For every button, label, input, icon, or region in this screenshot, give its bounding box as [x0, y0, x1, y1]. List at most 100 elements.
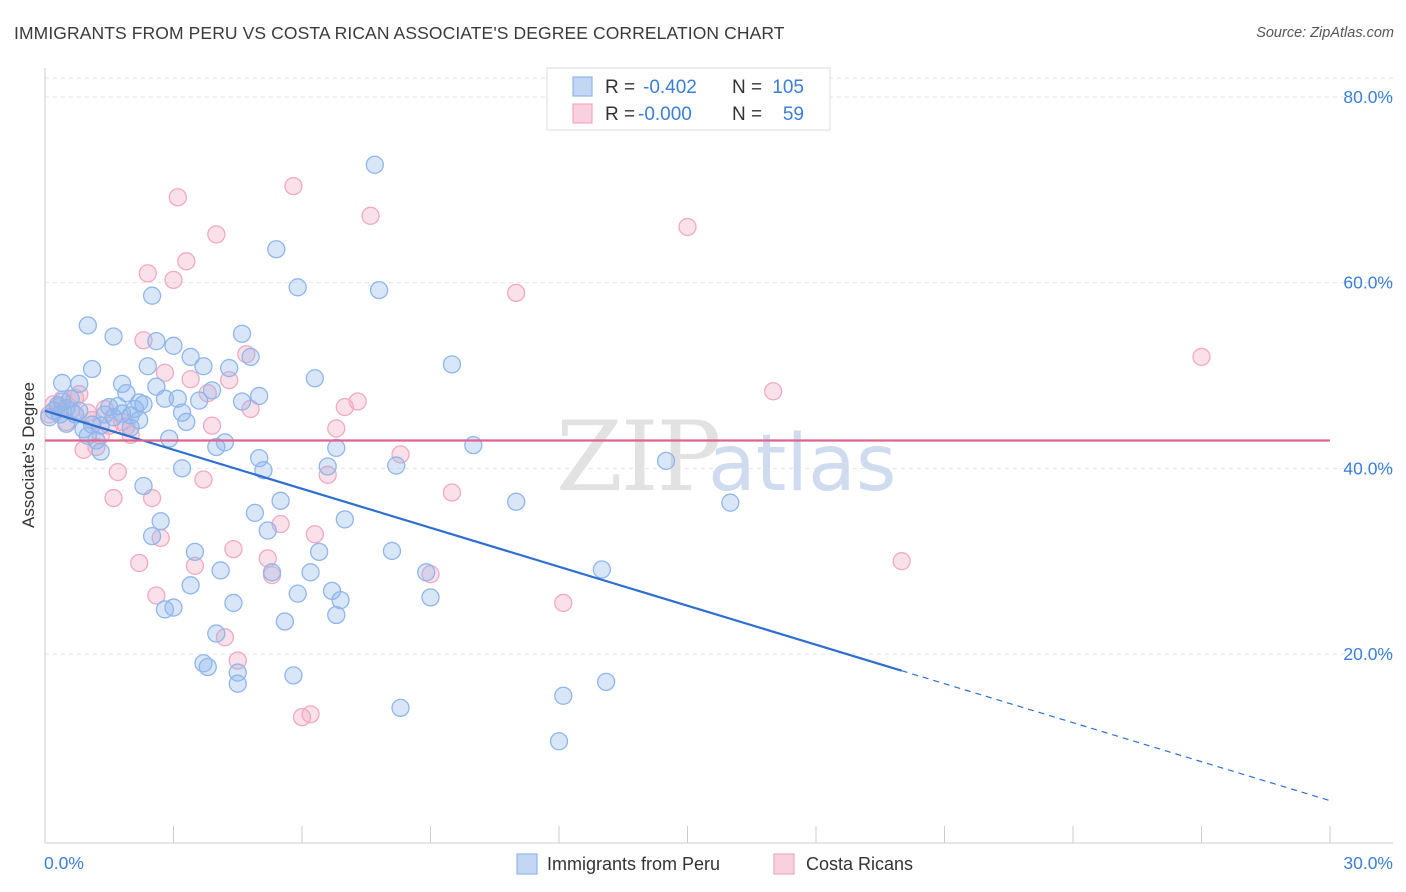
watermark-atlas: atlas	[708, 419, 897, 509]
peru-point-47	[172, 403, 192, 422]
peru-point-37	[142, 286, 162, 305]
trend-lines	[44, 409, 1331, 802]
peru-point-91	[369, 280, 389, 300]
costa-point-56	[442, 483, 462, 502]
peru-point-89	[335, 510, 354, 529]
peru-point-11	[70, 374, 89, 394]
costa-point-28	[168, 188, 187, 207]
peru-point-43	[160, 429, 179, 448]
costa-point-16	[108, 462, 127, 482]
peru-point-14	[78, 316, 97, 335]
peru-point-54	[194, 357, 213, 376]
costa-point-45	[284, 176, 303, 196]
peru-point-48	[172, 459, 192, 478]
peru-point-27	[117, 383, 136, 403]
costa-point-32	[194, 470, 213, 489]
peru-point-77	[275, 612, 295, 631]
bottom-legend-swatch-peru	[516, 853, 538, 875]
peru-point-87	[327, 605, 346, 625]
stats-legend-box	[546, 67, 831, 131]
peru-point-99	[507, 492, 526, 511]
peru-point-33	[134, 395, 153, 414]
costa-point-62	[1192, 347, 1211, 367]
axes	[44, 68, 1393, 844]
peru-point-84	[318, 457, 337, 476]
legend-r-label-peru: R =	[605, 77, 635, 98]
peru-point-40	[151, 512, 170, 531]
bottom-legend-label-costa: Costa Ricans	[806, 854, 913, 874]
peru-point-96	[421, 588, 440, 607]
peru-point-45	[164, 598, 183, 617]
peru-point-38	[147, 332, 166, 351]
peru-point-79	[288, 278, 307, 297]
peru-point-65	[228, 674, 247, 693]
peru-point-78	[284, 666, 303, 685]
legend-n-label-costa: N =	[732, 104, 762, 125]
costa-point-30	[181, 370, 200, 389]
costa-point-15	[104, 488, 123, 508]
peru-point-76	[271, 491, 290, 510]
peru-point-68	[241, 347, 260, 367]
peru-point-52	[185, 542, 205, 562]
peru-point-50	[181, 347, 200, 367]
peru-point-70	[250, 386, 269, 406]
y-tick-label-80: 80.0%	[1343, 87, 1393, 107]
peru-point-67	[232, 324, 252, 343]
peru-point-53	[190, 391, 209, 410]
peru-point-46	[168, 389, 187, 408]
peru-point-18	[91, 442, 110, 461]
legend-n-value-costa: 59	[783, 104, 804, 125]
peru-point-25	[112, 374, 132, 394]
series-legend: Immigrants from Peru Costa Ricans	[516, 853, 913, 875]
costa-point-57	[507, 283, 526, 303]
peru-point-90	[365, 155, 384, 174]
peru-point-51	[181, 576, 200, 595]
peru-point-35	[138, 357, 157, 376]
bottom-legend-swatch-costa	[773, 853, 795, 875]
costa-point-59	[678, 217, 697, 237]
costa-point-22	[138, 264, 157, 283]
costa-point-42	[258, 549, 277, 568]
peru-point-66	[232, 392, 252, 411]
peru-point-88	[331, 591, 350, 610]
peru-point-41	[155, 389, 175, 408]
peru-point-31	[130, 410, 149, 430]
legend-n-value-peru: 105	[772, 77, 804, 98]
peru-point-58	[207, 437, 226, 457]
grid-lines	[45, 77, 1393, 655]
costa-point-58	[554, 593, 573, 613]
peru-point-63	[224, 593, 243, 613]
peru-point-56	[198, 657, 217, 677]
costa-point-54	[391, 445, 410, 464]
costa-point-31	[185, 556, 205, 575]
legend-r-value-peru: -0.402	[643, 77, 697, 98]
costa-point-52	[348, 392, 367, 411]
peru-point-80	[288, 584, 307, 603]
peru-point-22	[104, 327, 123, 346]
costa-point-34	[202, 416, 222, 435]
chart-title: IMMIGRANTS FROM PERU VS COSTA RICAN ASSO…	[14, 23, 785, 43]
peru-point-95	[417, 563, 436, 582]
peru-point-59	[207, 624, 226, 643]
costa-point-26	[155, 363, 175, 382]
costa-point-35	[207, 225, 226, 244]
peru-point-94	[391, 698, 410, 717]
peru-point-49	[177, 412, 196, 432]
peru-point-60	[211, 561, 230, 580]
peru-point-105	[721, 493, 740, 512]
costa-point-60	[764, 382, 783, 401]
bottom-legend-label-peru: Immigrants from Peru	[547, 854, 720, 874]
peru-point-61	[215, 433, 235, 452]
peru-point-57	[202, 381, 222, 400]
x-tick-labels: 0.0% 30.0%	[44, 853, 1393, 873]
costa-point-21	[134, 331, 153, 350]
peru-point-104	[656, 451, 676, 471]
peru-point-69	[245, 503, 265, 523]
peru-point-5	[52, 373, 72, 393]
watermark-zip: ZIP	[556, 401, 719, 513]
legend-n-label-peru: N =	[732, 77, 762, 98]
legend-r-value-costa: -0.000	[638, 104, 692, 125]
peru-point-75	[267, 240, 286, 259]
peru-point-82	[305, 369, 325, 388]
